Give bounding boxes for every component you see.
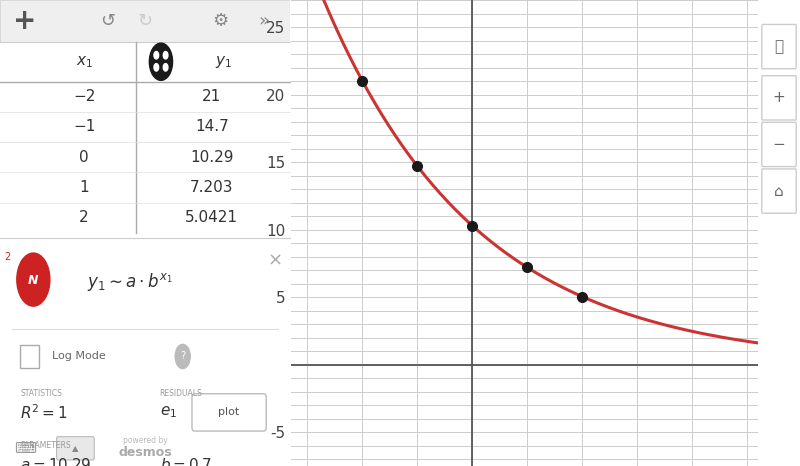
Text: ⌂: ⌂: [774, 184, 784, 199]
Text: ×: ×: [268, 252, 283, 270]
FancyBboxPatch shape: [762, 123, 796, 167]
FancyBboxPatch shape: [762, 24, 796, 69]
Text: $e_1$: $e_1$: [159, 404, 177, 420]
Circle shape: [163, 63, 168, 71]
Text: ⌨: ⌨: [14, 441, 36, 456]
Text: 5.0421: 5.0421: [185, 210, 238, 226]
Bar: [0, 42, 290, 233]
Text: plot: plot: [218, 407, 240, 418]
Text: 2: 2: [79, 210, 89, 226]
Text: 10.29: 10.29: [190, 150, 234, 165]
Text: −2: −2: [73, 89, 95, 104]
Text: +: +: [13, 7, 36, 35]
Text: 🔧: 🔧: [774, 39, 783, 54]
Text: ↺: ↺: [100, 12, 115, 30]
Text: 1: 1: [79, 180, 89, 195]
Text: ↻: ↻: [138, 12, 153, 30]
Text: +: +: [773, 90, 786, 105]
Circle shape: [175, 344, 190, 369]
FancyBboxPatch shape: [762, 75, 796, 120]
Text: 2: 2: [4, 252, 10, 261]
Bar: [0, 238, 290, 466]
Text: 0: 0: [79, 150, 89, 165]
Text: 7.203: 7.203: [190, 180, 234, 195]
Text: $a = 10.29$: $a = 10.29$: [20, 457, 92, 466]
Text: desmos: desmos: [118, 446, 172, 459]
Circle shape: [163, 51, 168, 59]
Text: N: N: [28, 274, 38, 288]
FancyBboxPatch shape: [762, 169, 796, 213]
Text: powered by: powered by: [122, 436, 167, 445]
Text: ⚙: ⚙: [212, 12, 229, 30]
Text: ?: ?: [180, 351, 186, 362]
FancyBboxPatch shape: [57, 437, 94, 460]
Text: STATISTICS: STATISTICS: [20, 389, 62, 398]
Text: »: »: [258, 12, 270, 30]
Text: $x_1$: $x_1$: [75, 54, 93, 69]
Text: RESIDUALS: RESIDUALS: [159, 389, 202, 398]
Text: $y_1$: $y_1$: [214, 54, 232, 70]
Text: 14.7: 14.7: [195, 119, 229, 135]
Circle shape: [154, 51, 158, 59]
Circle shape: [150, 43, 173, 80]
FancyBboxPatch shape: [192, 394, 266, 431]
Text: ▲: ▲: [72, 444, 78, 453]
Text: $R^2 = 1$: $R^2 = 1$: [20, 403, 68, 422]
Text: $b = 0.7$: $b = 0.7$: [159, 457, 212, 466]
Circle shape: [154, 63, 158, 71]
Bar: [0, 0, 290, 42]
Text: −: −: [773, 137, 786, 152]
Circle shape: [17, 253, 50, 306]
Text: 21: 21: [202, 89, 222, 104]
Text: $y_1 \sim a \cdot b^{x_1}$: $y_1 \sim a \cdot b^{x_1}$: [87, 271, 173, 293]
Text: PARAMETERS: PARAMETERS: [20, 440, 71, 450]
Text: −1: −1: [73, 119, 95, 135]
Bar: [20, 345, 39, 368]
Text: Log Mode: Log Mode: [52, 351, 106, 362]
